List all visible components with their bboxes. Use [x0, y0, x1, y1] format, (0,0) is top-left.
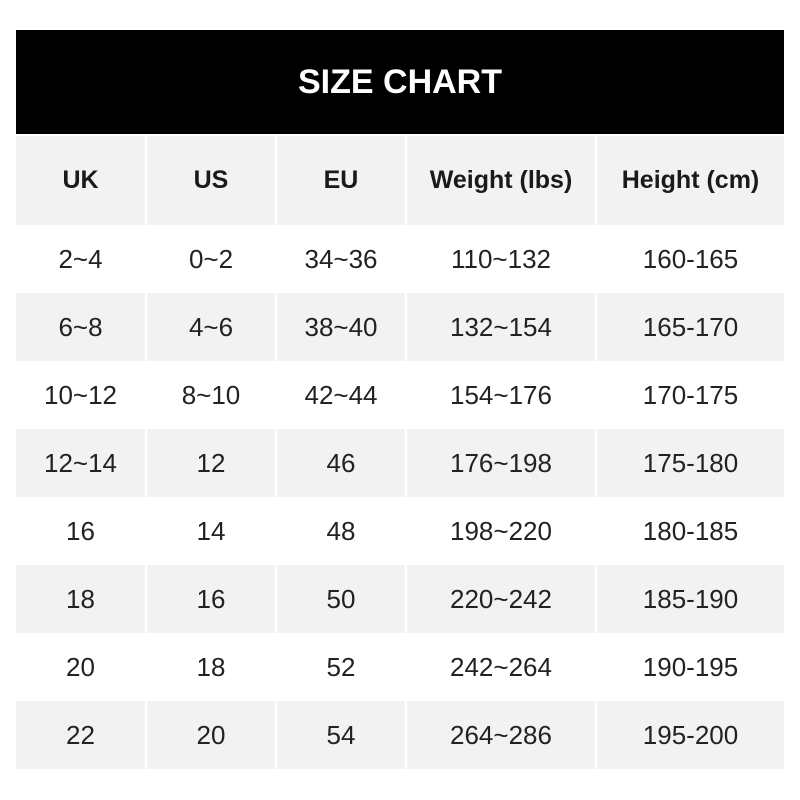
table-cell: 264~286: [405, 701, 596, 769]
table-cell: 154~176: [405, 361, 596, 429]
table-cell: 34~36: [275, 225, 406, 293]
table-row: 12~14 12 46 176~198 175-180: [16, 429, 784, 497]
table-cell: 198~220: [405, 497, 596, 565]
table-cell: 10~12: [43, 379, 118, 410]
table-cell: 8~10: [145, 361, 276, 429]
table-cell: 2~4: [58, 243, 103, 274]
column-header: Weight (lbs): [405, 136, 596, 225]
table-row: 2~4 0~2 34~36 110~132 160-165: [16, 225, 784, 293]
table-cell: 12~14: [16, 429, 146, 497]
table-cell: 110~132: [405, 225, 596, 293]
table-cell: 176~198: [405, 429, 596, 497]
table-cell: 180-185: [595, 497, 784, 565]
size-chart-table: UK US EU Weight (lbs) Height (cm) 2~4 0~2 34~3…: [16, 136, 784, 769]
table-cell: 50: [275, 565, 406, 633]
column-header: US: [145, 136, 276, 225]
table-cell: 14: [145, 497, 276, 565]
table-cell: 38~40: [275, 293, 406, 361]
table-cell: 175-180: [595, 429, 784, 497]
table-cell: 220~242: [405, 565, 596, 633]
table-cell: 190-195: [595, 633, 784, 701]
table-cell: 160-165: [595, 225, 784, 293]
table-cell: 12: [145, 429, 276, 497]
table-cell: 242~264: [405, 633, 596, 701]
table-cell: 22: [16, 701, 146, 769]
column-header: EU: [275, 136, 406, 225]
header-row: UK US EU Weight (lbs) Height (cm): [16, 136, 784, 225]
table-cell: 18: [16, 565, 146, 633]
table-cell: 18: [145, 633, 276, 701]
table-cell: 52: [275, 633, 406, 701]
table-cell: 16: [66, 515, 95, 546]
table-cell: 46: [275, 429, 406, 497]
table-cell: 4~6: [145, 293, 276, 361]
column-header: Height (cm): [595, 136, 784, 225]
table-cell: 20: [66, 651, 95, 682]
size-chart-title: SIZE CHART: [16, 30, 784, 134]
table-cell: 6~8: [16, 293, 146, 361]
table-row: 6~8 4~6 38~40 132~154 165-170: [16, 293, 784, 361]
table-row: 20 18 52 242~264 190-195: [16, 633, 784, 701]
table-row: 22 20 54 264~286 195-200: [16, 701, 784, 769]
table-cell: 165-170: [595, 293, 784, 361]
table-cell: 195-200: [595, 701, 784, 769]
table-row: 18 16 50 220~242 185-190: [16, 565, 784, 633]
table-cell: 132~154: [405, 293, 596, 361]
table-cell: 42~44: [275, 361, 406, 429]
table-cell: 16: [145, 565, 276, 633]
table-cell: 170-175: [595, 361, 784, 429]
table-cell: 20: [145, 701, 276, 769]
table-cell: 48: [275, 497, 406, 565]
table-cell: 0~2: [145, 225, 276, 293]
table-row: 16 14 48 198~220 180-185: [16, 497, 784, 565]
table-cell: 185-190: [595, 565, 784, 633]
table-row: 10~12 8~10 42~44 154~176 170-175: [16, 361, 784, 429]
column-header: UK: [16, 136, 146, 225]
table-cell: 54: [275, 701, 406, 769]
